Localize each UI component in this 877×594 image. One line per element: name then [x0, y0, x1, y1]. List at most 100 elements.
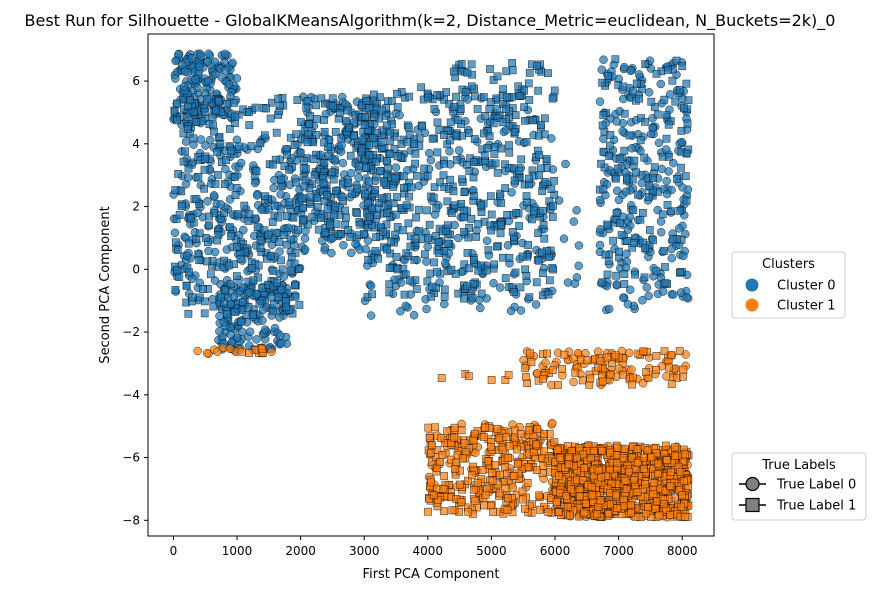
cluster-0-label-1-point	[329, 175, 338, 184]
cluster-0-label-1-point	[201, 234, 210, 242]
cluster-0-label-1-point	[510, 176, 519, 185]
cluster-0-label-0-point	[193, 83, 202, 93]
cluster-0-label-1-point	[346, 151, 355, 160]
cluster-1-label-1-point	[440, 507, 448, 515]
cluster-1-label-1-point	[429, 491, 438, 500]
cluster-0-label-0-point	[657, 164, 666, 174]
cluster-0-label-0-point	[208, 294, 217, 304]
cluster-0-label-1-point	[177, 202, 186, 211]
cluster-1-label-1-point	[679, 365, 688, 374]
cluster-0-label-1-point	[214, 171, 222, 179]
cluster-1-label-0-point	[267, 347, 276, 357]
cluster-0-label-1-point	[220, 256, 228, 265]
cluster-1-label-1-point	[628, 380, 636, 389]
cluster-0-label-1-point	[353, 184, 361, 193]
cluster-0-label-0-point	[507, 188, 516, 197]
cluster-0-label-1-point	[620, 146, 629, 155]
cluster-0-label-0-point	[191, 74, 200, 84]
cluster-0-label-1-point	[459, 213, 468, 222]
cluster-0-label-1-point	[664, 120, 673, 129]
cluster-0-label-0-point	[516, 306, 526, 315]
cluster-0-label-1-point	[645, 181, 654, 190]
cluster-0-label-1-point	[447, 265, 456, 274]
cluster-0-label-1-point	[501, 274, 510, 282]
cluster-0-label-1-point	[428, 282, 437, 291]
cluster-0-label-1-point	[279, 231, 288, 239]
cluster-0-label-1-point	[274, 293, 283, 301]
cluster-0-label-1-point	[615, 247, 623, 256]
cluster-0-label-1-point	[391, 210, 400, 219]
cluster-1-label-1-point	[464, 507, 473, 516]
cluster-1-label-1-point	[606, 448, 615, 457]
cluster-0-label-1-point	[407, 183, 416, 192]
cluster-1-label-1-point	[481, 423, 489, 432]
cluster-0-label-1-point	[406, 276, 414, 285]
cluster-0-label-1-point	[433, 267, 441, 276]
cluster-0-label-1-point	[412, 213, 420, 222]
cluster-0-label-0-point	[391, 163, 401, 172]
cluster-1-label-1-point	[580, 464, 588, 472]
x-axis-label: First PCA Component	[363, 567, 500, 582]
cluster-0-label-1-point	[502, 67, 511, 76]
cluster-0-label-1-point	[460, 228, 468, 236]
cluster-0-label-0-point	[674, 224, 684, 233]
cluster-0-label-1-point	[605, 141, 614, 150]
cluster-0-label-1-point	[514, 82, 523, 91]
y-tick-label: 2	[132, 200, 140, 214]
cluster-0-label-0-point	[572, 206, 581, 215]
cluster-0-label-0-point	[320, 243, 330, 252]
cluster-1-label-1-point	[519, 495, 527, 504]
cluster-0-label-1-point	[508, 228, 517, 236]
cluster-1-label-1-point	[619, 370, 627, 379]
cluster-1-label-1-point	[613, 504, 622, 513]
cluster-0-label-1-point	[300, 156, 309, 165]
cluster-1-label-1-point	[649, 490, 658, 498]
cluster-0-label-1-point	[499, 85, 507, 93]
cluster-0-label-1-point	[434, 238, 443, 247]
cluster-0-label-1-point	[672, 56, 681, 65]
cluster-0-label-1-point	[425, 220, 434, 229]
cluster-0-label-1-point	[599, 111, 608, 119]
cluster-0-label-0-point	[221, 66, 230, 75]
cluster-1-label-1-point	[501, 484, 510, 493]
cluster-0-label-1-point	[205, 212, 213, 221]
cluster-0-label-1-point	[501, 184, 510, 192]
cluster-0-label-1-point	[231, 191, 240, 199]
cluster-0-label-1-point	[195, 256, 204, 265]
cluster-0-label-1-point	[403, 137, 412, 146]
x-tick-label: 4000	[413, 544, 444, 558]
cluster-0-label-0-point	[489, 278, 498, 288]
cluster-1-label-1-point	[521, 504, 529, 513]
cluster-0-label-1-point	[463, 282, 472, 291]
cluster-0-label-1-point	[427, 292, 436, 301]
cluster-1-label-1-point	[587, 483, 596, 491]
cluster-1-label-1-point	[488, 469, 496, 477]
cluster-0-label-0-point	[195, 62, 204, 71]
cluster-1-label-1-point	[611, 351, 620, 360]
cluster-0-label-1-point	[274, 213, 283, 222]
cluster-0-label-0-point	[644, 291, 653, 301]
cluster-0-label-1-point	[317, 94, 326, 103]
cluster-0-label-1-point	[658, 210, 667, 219]
cluster-0-label-1-point	[511, 268, 520, 277]
cluster-0-label-1-point	[324, 151, 333, 160]
cluster-0-label-1-point	[522, 192, 531, 200]
cluster-0-label-0-point	[215, 311, 224, 321]
cluster-0-label-0-point	[625, 285, 635, 295]
cluster-0-label-1-point	[521, 265, 529, 274]
cluster-0-label-1-point	[383, 208, 391, 217]
cluster-1-label-1-point	[522, 372, 530, 381]
cluster-0-label-1-point	[539, 220, 548, 229]
cluster-1-label-1-point	[598, 446, 606, 455]
cluster-0-label-1-point	[433, 118, 442, 127]
cluster-0-label-1-point	[387, 237, 396, 246]
cluster-0-label-0-point	[224, 79, 234, 89]
cluster-0-label-1-point	[247, 264, 256, 272]
cluster-0-label-1-point	[262, 104, 270, 113]
cluster-0-label-1-point	[365, 141, 374, 149]
cluster-0-label-1-point	[306, 112, 314, 120]
x-tick-label: 3000	[349, 544, 380, 558]
cluster-0-label-1-point	[508, 59, 516, 67]
cluster-0-label-0-point	[366, 281, 376, 291]
cluster-1-label-1-point	[633, 488, 642, 496]
